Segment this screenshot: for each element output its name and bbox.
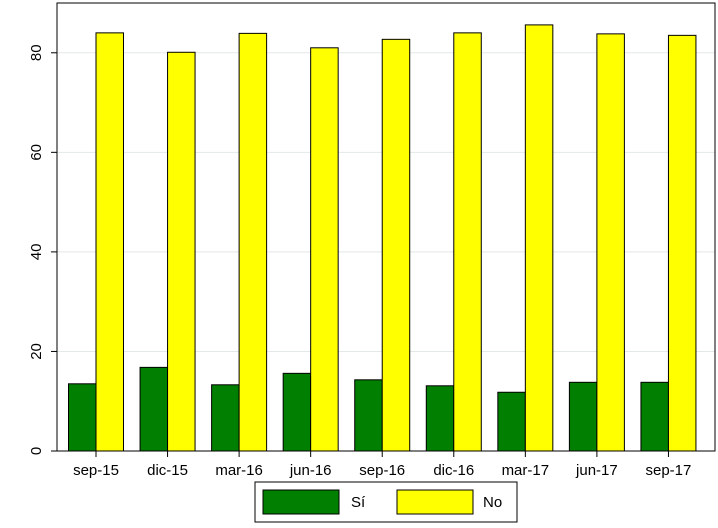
- x-tick-label-dic-16: dic-16: [433, 462, 474, 479]
- bar-si-sep-17: [640, 381, 669, 452]
- x-tick-label-sep-16: sep-16: [359, 462, 405, 479]
- bar-no-dic-16: [453, 32, 482, 452]
- x-tick-label-sep-17: sep-17: [646, 462, 692, 479]
- bar-si-mar-16: [211, 384, 240, 452]
- bar-no-jun-16: [310, 47, 339, 452]
- y-tick-label-20: 20: [28, 343, 45, 360]
- bar-no-jun-17: [596, 33, 625, 452]
- legend-swatch-si: [262, 489, 340, 515]
- y-tick-label-80: 80: [28, 44, 45, 61]
- bar-no-sep-16: [381, 38, 411, 452]
- bar-no-dic-15: [167, 51, 196, 452]
- x-tick-label-jun-17: jun-17: [575, 462, 618, 479]
- x-axis: sep-15 dic-15 mar-16 jun-16 sep-16 dic-16 mar-…: [73, 451, 691, 479]
- y-axis: 0 20 40 60 80: [28, 44, 57, 455]
- y-tick-label-0: 0: [28, 447, 45, 455]
- bar-si-jun-16: [282, 372, 312, 452]
- bar-si-sep-16: [354, 379, 383, 452]
- bar-no-sep-17: [667, 34, 697, 452]
- legend: Sí No: [254, 481, 518, 523]
- bar-si-jun-17: [568, 381, 598, 452]
- bar-si-dic-15: [139, 366, 169, 452]
- x-tick-label-jun-16: jun-16: [289, 462, 332, 479]
- x-tick-label-dic-15: dic-15: [147, 462, 188, 479]
- legend-swatch-no: [396, 489, 474, 515]
- x-tick-label-sep-15: sep-15: [73, 462, 119, 479]
- legend-label-no: No: [483, 494, 502, 511]
- x-tick-label-mar-16: mar-16: [215, 462, 263, 479]
- plot-frame: [56, 2, 716, 452]
- bar-no-mar-17: [524, 24, 554, 452]
- bars: [68, 24, 697, 452]
- bar-no-mar-16: [238, 32, 268, 452]
- legend-label-si: Sí: [351, 494, 366, 511]
- bar-si-dic-16: [425, 385, 455, 452]
- bar-no-sep-15: [95, 32, 124, 452]
- y-tick-label-60: 60: [28, 144, 45, 161]
- y-tick-label-40: 40: [28, 244, 45, 261]
- bar-si-mar-17: [497, 391, 526, 452]
- bar-si-sep-15: [68, 383, 97, 452]
- x-tick-label-mar-17: mar-17: [502, 462, 550, 479]
